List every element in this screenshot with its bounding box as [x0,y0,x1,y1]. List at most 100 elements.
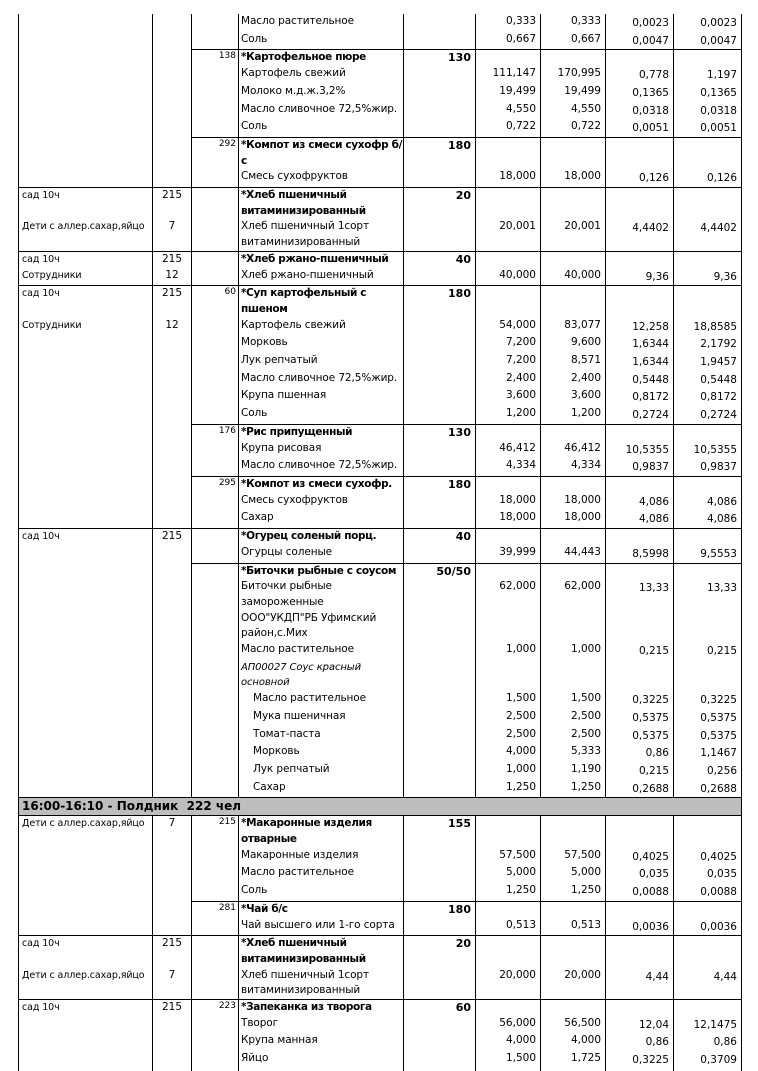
headcount-cell [153,744,192,762]
ingredient-row: Морковь 7,200 9,600 1,6344 2,1792 [19,335,742,354]
qty-1-cell: 0,722 [476,119,541,137]
recipe-code-cell [192,1051,239,1069]
qty-1-cell: 1,000 [476,642,541,660]
recipe-code-cell [192,370,239,389]
qty-4-cell: 0,2724 [674,406,742,424]
qty-4-cell: 10,5355 [674,440,742,459]
qty-2-cell: 1,000 [541,642,606,660]
category-cell: сад 10ч [19,285,153,318]
qty-4-cell: 9,5553 [674,544,742,563]
qty-4-cell [674,816,742,848]
qty-2-cell: 170,995 [541,66,606,84]
qty-2-cell: 40,000 [541,267,606,286]
category-cell [19,31,153,50]
item-name-cell: Масло растительное [239,642,404,660]
portion-size-cell [404,66,476,84]
qty-2-cell [541,562,606,580]
dish-group-row: *Биточки рыбные с соусом 50/50 [19,562,742,580]
portion-size-cell [404,406,476,424]
qty-3-cell [606,250,674,268]
headcount-cell [153,900,192,918]
qty-3-cell: 9,36 [606,267,674,286]
recipe-code-cell [192,562,239,580]
item-name-cell: *Хлеб пшеничный витаминизированный [239,187,404,220]
qty-1-cell: 4,334 [476,458,541,476]
category-cell [19,14,153,32]
qty-2-cell: 4,550 [541,101,606,120]
qty-2-cell [541,187,606,220]
recipe-code-cell [192,883,239,901]
portion-size-cell: 40 [404,528,476,545]
qty-2-cell: 1,250 [541,883,606,901]
qty-4-cell: 0,5448 [674,370,742,389]
headcount-cell [153,761,192,780]
category-cell [19,510,153,529]
qty-2-cell [541,250,606,268]
qty-3-cell: 0,1365 [606,83,674,102]
qty-4-cell: 0,0318 [674,101,742,120]
qty-3-cell: 0,3225 [606,691,674,709]
recipe-code-cell [192,187,239,220]
qty-1-cell [476,136,541,170]
item-name-cell: Молоко м.д.ж.3,2% [239,83,404,102]
recipe-code-cell [192,1015,239,1034]
qty-3-cell: 13,33 [606,579,674,643]
item-name-cell: Сахар [239,1068,404,1071]
qty-2-cell: 4,000 [541,1068,606,1071]
qty-3-cell: 0,0023 [606,14,674,32]
qty-2-cell [541,999,606,1016]
ingredient-row: Масло сливочное 72,5%жир. 4,334 4,334 0,983… [19,458,742,476]
item-name-cell: Огурцы соленые [239,544,404,563]
qty-1-cell: 18,000 [476,510,541,529]
qty-2-cell: 9,600 [541,335,606,354]
recipe-code-cell [192,847,239,866]
headcount-cell [153,49,192,67]
qty-1-cell: 18,000 [476,492,541,511]
qty-1-cell: 0,667 [476,31,541,50]
headcount-cell [153,66,192,84]
qty-1-cell: 4,000 [476,1033,541,1052]
ingredient-row: Масло сливочное 72,5%жир. 4,550 4,550 0,031… [19,101,742,120]
category-cell [19,761,153,780]
item-name-cell: Масло растительное [239,14,404,32]
qty-2-cell: 4,000 [541,1033,606,1052]
portion-size-cell [404,101,476,120]
ingredient-row: Крупа рисовая 46,412 46,412 10,5355 10,5355 [19,440,742,459]
dish-group-row: 281 *Чай б/с 180 [19,900,742,918]
category-cell [19,642,153,660]
item-name-cell: АП00027 Соус красный основной [239,659,404,692]
ingredient-row: Морковь 4,000 5,333 0,86 1,1467 [19,744,742,762]
dish-group-row: Дети с аллер.сахар,яйцо 7 215 *Макаронные и… [19,816,742,848]
headcount-cell [153,458,192,476]
item-name-cell: Крупа рисовая [239,440,404,459]
qty-2-cell: 0,722 [541,119,606,137]
ingredient-row: Сахар 18,000 18,000 4,086 4,086 [19,510,742,529]
qty-3-cell: 0,86 [606,1033,674,1052]
qty-1-cell [476,423,541,441]
qty-1-cell [476,250,541,268]
category-cell: сад 10ч [19,528,153,545]
qty-4-cell: 13,33 [674,579,742,643]
qty-4-cell: 0,4025 [674,847,742,866]
headcount-cell [153,335,192,354]
headcount-cell [153,475,192,493]
item-name-cell: Соль [239,31,404,50]
qty-2-cell: 0,333 [541,14,606,32]
ingredient-row: Огурцы соленые 39,999 44,443 8,5998 9,5553 [19,544,742,563]
category-cell: сад 10ч [19,935,153,968]
qty-2-cell: 18,000 [541,169,606,188]
recipe-code-cell [192,169,239,188]
item-name-cell: Сахар [239,510,404,529]
qty-3-cell: 0,215 [606,761,674,780]
headcount-cell [153,440,192,459]
category-cell [19,458,153,476]
portion-size-cell [404,642,476,660]
headcount-cell [153,492,192,511]
ingredient-row: Сахар 1,250 1,250 0,2688 0,2688 [19,779,742,798]
category-cell [19,779,153,798]
qty-4-cell: 0,8172 [674,388,742,407]
item-name-cell: Картофель свежий [239,317,404,336]
portion-size-cell [404,388,476,407]
qty-3-cell: 12,04 [606,1015,674,1034]
ingredient-row: Творог 56,000 56,500 12,04 12,1475 [19,1015,742,1034]
